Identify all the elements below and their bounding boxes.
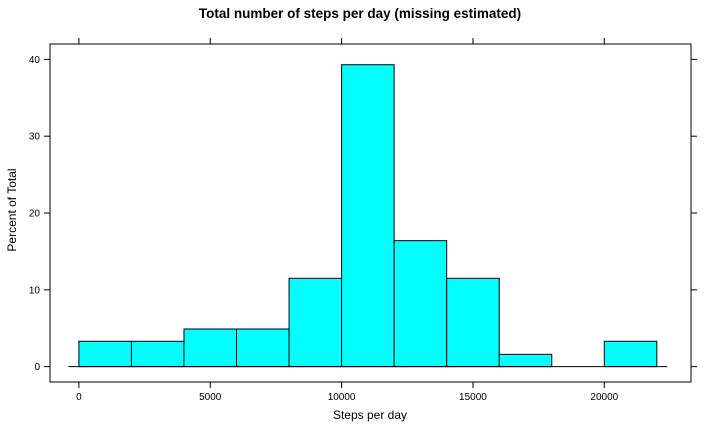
- x-tick-label: 15000: [459, 392, 487, 403]
- x-tick-label: 0: [76, 392, 82, 403]
- histogram-bar: [603, 340, 658, 368]
- x-axis-label: Steps per day: [333, 408, 407, 422]
- histogram-bar: [236, 328, 290, 368]
- histogram-bar: [341, 64, 395, 368]
- histogram-bar: [498, 353, 553, 368]
- histogram-bar: [288, 277, 343, 368]
- ticks-group: 0 5000 10000 15000 20000 0 10 20 30 40: [29, 38, 697, 403]
- x-tick-label: 20000: [590, 392, 618, 403]
- x-tick-label: 10000: [328, 392, 356, 403]
- x-tick-label: 5000: [199, 392, 222, 403]
- y-tick-label: 30: [29, 132, 41, 143]
- histogram-bar: [393, 240, 448, 368]
- y-tick-label: 20: [29, 209, 41, 220]
- histogram-bar: [183, 328, 238, 368]
- bars-group: [68, 64, 668, 368]
- y-tick-label: 40: [29, 55, 41, 66]
- histogram-bar: [78, 340, 132, 368]
- chart-title: Total number of steps per day (missing e…: [199, 6, 521, 21]
- y-axis-label: Percent of Total: [5, 168, 19, 251]
- y-tick-label: 10: [29, 285, 41, 296]
- histogram-bar: [446, 277, 500, 368]
- histogram-bar: [130, 340, 185, 368]
- y-tick-label: 0: [34, 362, 40, 373]
